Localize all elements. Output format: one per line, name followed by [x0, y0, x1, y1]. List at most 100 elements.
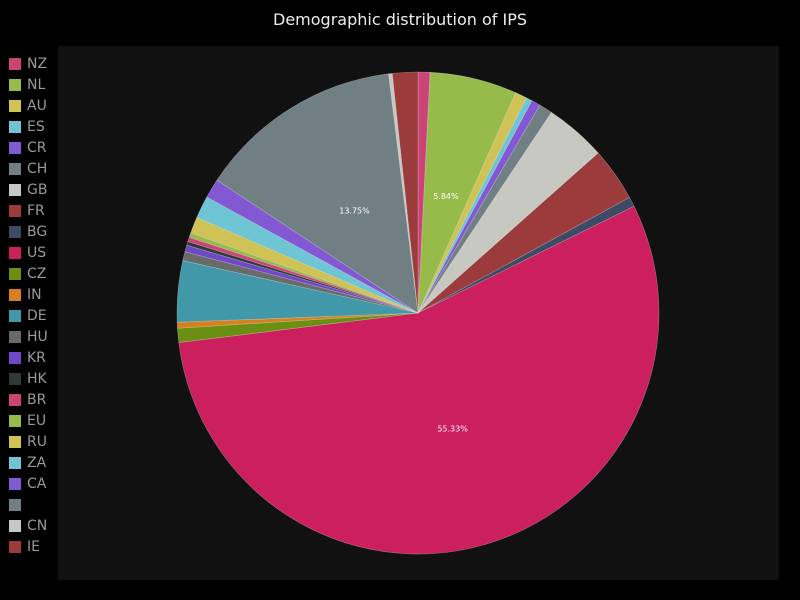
pie-slice-bg[interactable] — [417, 197, 635, 314]
legend-label: CR — [27, 139, 47, 156]
legend-label: AU — [27, 97, 47, 114]
legend-label: CA — [27, 475, 47, 492]
pie-slice-au[interactable] — [417, 92, 528, 314]
legend-label: FR — [27, 202, 45, 219]
legend-swatch — [9, 225, 21, 238]
legend-label: ES — [27, 118, 45, 135]
legend-label: BG — [27, 223, 48, 240]
legend-item[interactable]: EU — [9, 410, 57, 431]
legend-swatch — [9, 183, 21, 196]
legend-swatch — [9, 99, 21, 112]
legend-swatch — [9, 414, 21, 427]
legend-swatch — [9, 456, 21, 469]
pie-slice-ru[interactable] — [190, 216, 419, 314]
pie-slice-cr[interactable] — [417, 100, 541, 314]
legend-item[interactable]: GB — [9, 179, 57, 200]
pie-slice-hk[interactable] — [186, 241, 419, 314]
legend-item[interactable]: FR — [9, 200, 57, 221]
chart-title: Demographic distribution of IPS — [273, 10, 527, 29]
legend-swatch — [9, 372, 21, 385]
legend-item[interactable] — [9, 494, 57, 515]
legend-item[interactable]: CN — [9, 515, 57, 536]
legend-label: HU — [27, 328, 48, 345]
legend-label: ZA — [27, 454, 47, 471]
legend-label: IE — [27, 538, 40, 555]
legend-label: DE — [27, 307, 47, 324]
legend-label: NL — [27, 76, 46, 93]
legend-label: RU — [27, 433, 47, 450]
legend-item[interactable]: CA — [9, 473, 57, 494]
pie-slice-fr[interactable] — [417, 152, 630, 314]
pie-slice-nl[interactable] — [417, 71, 517, 314]
legend-item[interactable]: DE — [9, 305, 57, 326]
pie-slice-ch[interactable] — [417, 104, 552, 314]
slice-data-label: 13.75% — [339, 207, 370, 216]
legend-swatch — [9, 141, 21, 154]
legend-swatch — [9, 519, 21, 532]
legend-item[interactable]: BG — [9, 221, 57, 242]
legend-swatch — [9, 288, 21, 301]
pie-slice-nz[interactable] — [417, 71, 431, 314]
legend: NZ NL AU ES CR CH GB FR BG US CZ IN DE HU KR HK BR EU RU ZA… — [9, 53, 57, 557]
legend-swatch — [9, 204, 21, 217]
legend-swatch — [9, 267, 21, 280]
pie-slice-us[interactable] — [178, 205, 660, 555]
pie-slice-hu[interactable] — [182, 251, 419, 314]
legend-swatch — [9, 330, 21, 343]
legend-item[interactable]: NL — [9, 74, 57, 95]
legend-swatch — [9, 120, 21, 133]
legend-swatch — [9, 162, 21, 175]
legend-swatch — [9, 498, 21, 511]
legend-swatch — [9, 246, 21, 259]
legend-swatch — [9, 78, 21, 91]
legend-item[interactable]: HK — [9, 368, 57, 389]
legend-item[interactable]: KR — [9, 347, 57, 368]
legend-item[interactable]: HU — [9, 326, 57, 347]
legend-label: CN — [27, 517, 48, 534]
legend-swatch — [9, 57, 21, 70]
pie-slice-ca[interactable] — [206, 179, 419, 314]
legend-item[interactable]: ZA — [9, 452, 57, 473]
legend-item[interactable]: AU — [9, 95, 57, 116]
pie-slice-ie[interactable] — [391, 71, 419, 314]
pie-slice-kr[interactable] — [184, 244, 419, 314]
pie-slice-gb[interactable] — [417, 111, 599, 314]
pie-slice-za[interactable] — [196, 196, 419, 314]
pie-slice-eu[interactable] — [188, 232, 419, 314]
legend-item[interactable]: IE — [9, 536, 57, 557]
pie-slice-cn[interactable] — [388, 73, 419, 314]
legend-label: CH — [27, 160, 48, 177]
pie-slice-br[interactable] — [187, 236, 419, 314]
pie-slice-cz[interactable] — [177, 312, 419, 343]
legend-item[interactable]: CH — [9, 158, 57, 179]
pie-slice-unlabeled[interactable] — [216, 73, 419, 314]
legend-item[interactable]: CZ — [9, 263, 57, 284]
legend-swatch — [9, 477, 21, 490]
legend-item[interactable]: CR — [9, 137, 57, 158]
legend-item[interactable]: NZ — [9, 53, 57, 74]
pie-slice-in[interactable] — [176, 312, 419, 329]
legend-label: GB — [27, 181, 48, 198]
legend-swatch — [9, 393, 21, 406]
slice-data-label: 5.84% — [433, 192, 459, 201]
legend-item[interactable]: BR — [9, 389, 57, 410]
legend-label: NZ — [27, 55, 48, 72]
legend-label: KR — [27, 349, 46, 366]
slice-data-label: 55.33% — [437, 424, 468, 433]
pie-slice-es[interactable] — [417, 97, 533, 314]
legend-swatch — [9, 540, 21, 553]
legend-label: HK — [27, 370, 47, 387]
legend-item[interactable]: IN — [9, 284, 57, 305]
legend-item[interactable]: RU — [9, 431, 57, 452]
legend-swatch — [9, 351, 21, 364]
legend-item[interactable]: ES — [9, 116, 57, 137]
legend-label: IN — [27, 286, 42, 303]
legend-swatch — [9, 309, 21, 322]
legend-label: BR — [27, 391, 47, 408]
legend-label: CZ — [27, 265, 47, 282]
pie-slice-de[interactable] — [176, 260, 419, 323]
legend-swatch — [9, 435, 21, 448]
legend-item[interactable]: US — [9, 242, 57, 263]
legend-label: US — [27, 244, 47, 261]
